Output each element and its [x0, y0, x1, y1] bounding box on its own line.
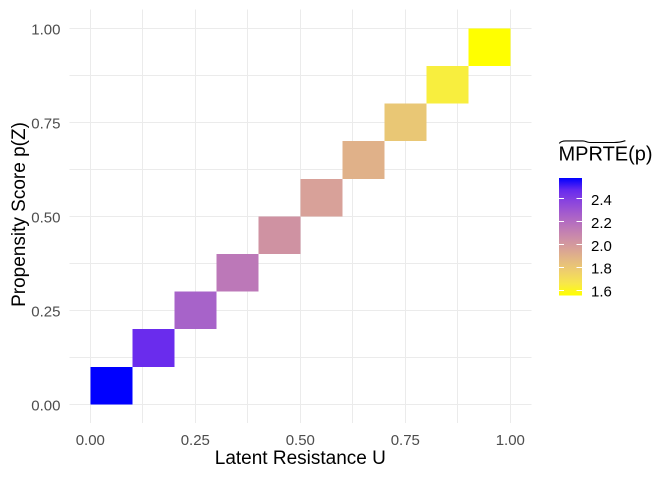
svg-text:2.0: 2.0 [591, 238, 612, 255]
svg-text:MPRTE(p): MPRTE(p) [559, 143, 653, 165]
svg-text:0.75: 0.75 [391, 432, 420, 449]
svg-text:0.00: 0.00 [76, 432, 105, 449]
svg-text:Latent Resistance U: Latent Resistance U [215, 448, 386, 469]
svg-text:1.00: 1.00 [496, 432, 525, 449]
svg-text:0.25: 0.25 [181, 432, 210, 449]
svg-text:0.50: 0.50 [31, 209, 60, 226]
svg-text:1.6: 1.6 [591, 284, 612, 301]
svg-text:2.2: 2.2 [591, 215, 612, 232]
svg-text:2.4: 2.4 [591, 192, 612, 209]
svg-text:0.75: 0.75 [31, 115, 60, 132]
svg-text:0.25: 0.25 [31, 303, 60, 320]
svg-text:0.00: 0.00 [31, 397, 60, 414]
svg-text:0.50: 0.50 [286, 432, 315, 449]
svg-text:1.00: 1.00 [31, 21, 60, 38]
svg-text:1.8: 1.8 [591, 261, 612, 278]
svg-text:Propensity Score p(Z): Propensity Score p(Z) [9, 122, 30, 307]
